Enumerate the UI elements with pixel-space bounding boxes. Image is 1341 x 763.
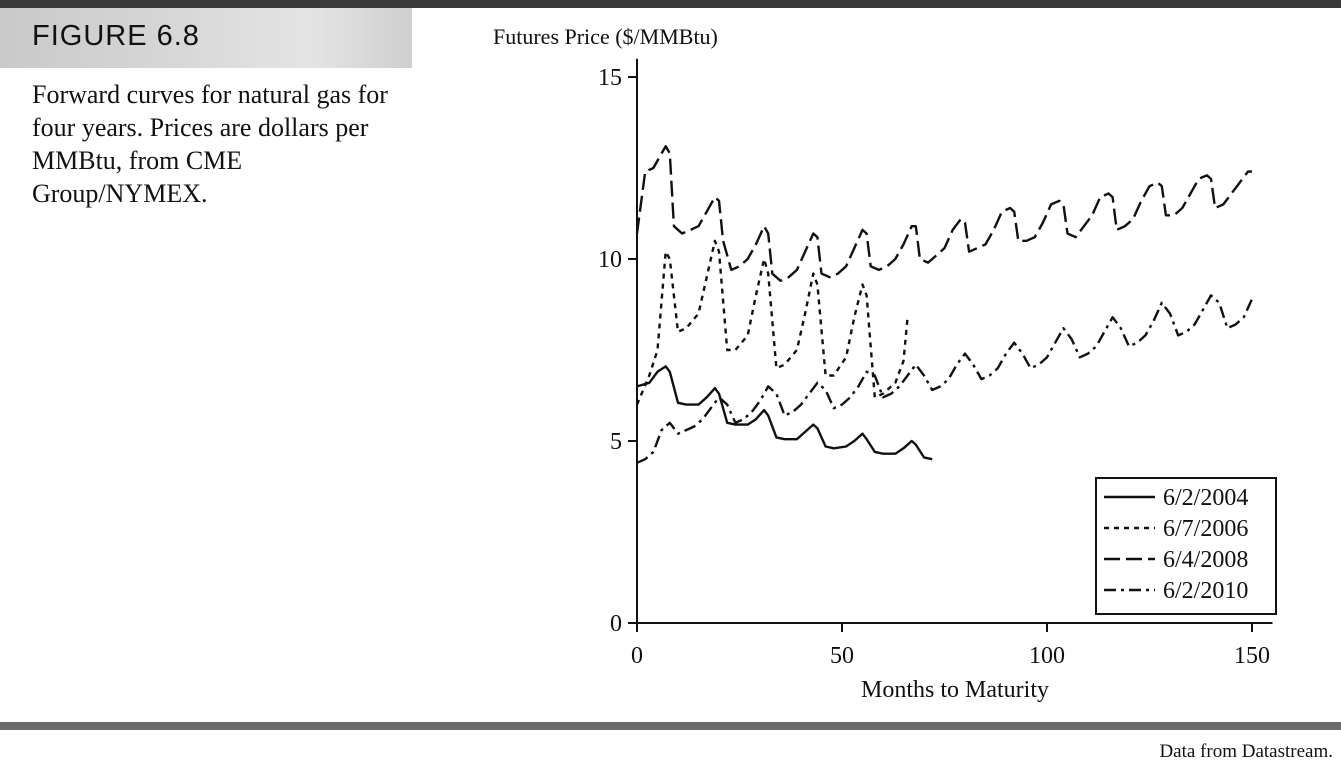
plot-lines xyxy=(635,144,1254,464)
y-tick-label: 15 xyxy=(598,65,622,91)
series-line-6-7-2006 xyxy=(635,239,909,406)
axes: 0 50 100 150 0 5 10 15 xyxy=(598,58,1273,669)
figure-label-banner xyxy=(0,8,412,68)
figure-caption: Forward curves for natural gas for four … xyxy=(32,80,388,208)
bottom-rule xyxy=(0,722,1341,730)
source-note: Data from Datastream. xyxy=(1159,741,1333,762)
forward-curves-chart: Futures Price ($/MMBtu) Months to Maturi… xyxy=(493,24,1277,703)
legend-label: 6/7/2006 xyxy=(1163,516,1248,542)
legend: 6/2/2004 6/7/2006 6/4/2008 6/2/2010 xyxy=(1095,477,1277,615)
series-line-6-2-2010 xyxy=(636,294,1254,464)
series-line-6-4-2008 xyxy=(635,144,1252,282)
y-axis-label: Futures Price ($/MMBtu) xyxy=(493,24,718,49)
x-axis-label: Months to Maturity xyxy=(861,677,1049,703)
x-tick-label: 100 xyxy=(1029,643,1065,669)
x-tick-label: 0 xyxy=(631,643,643,669)
y-tick-label: 5 xyxy=(610,429,622,455)
legend-label: 6/2/2004 xyxy=(1163,485,1248,511)
legend-box xyxy=(1095,477,1277,615)
series-line-6-2-2004 xyxy=(636,365,933,461)
y-tick-label: 0 xyxy=(610,611,622,637)
top-rule xyxy=(0,0,1341,8)
y-tick-label: 10 xyxy=(598,247,622,273)
x-tick-label: 150 xyxy=(1234,643,1270,669)
legend-label: 6/2/2010 xyxy=(1163,578,1248,604)
legend-label: 6/4/2008 xyxy=(1163,547,1248,573)
x-tick-label: 50 xyxy=(830,643,854,669)
figure-label: FIGURE 6.8 xyxy=(32,20,200,52)
